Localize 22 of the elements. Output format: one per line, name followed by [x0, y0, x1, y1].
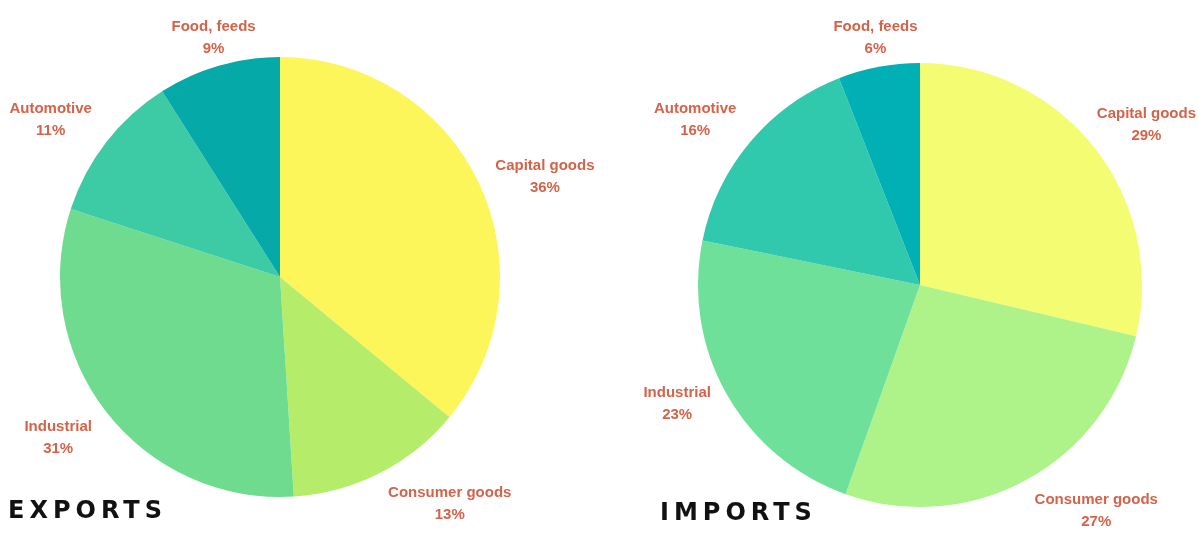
data-label: 6% — [864, 39, 887, 57]
data-label: 23% — [662, 404, 693, 422]
slice-label: Food, feeds — [171, 16, 256, 34]
slice-label: Capital goods — [1096, 104, 1196, 122]
slice-label: Industrial — [643, 382, 711, 400]
data-label: 31% — [43, 439, 74, 457]
slice-label: Industrial — [24, 417, 92, 435]
data-label: 36% — [529, 177, 560, 195]
text: IMPORTS — [660, 498, 817, 526]
slice-label: Capital goods — [495, 155, 595, 173]
slice-label: Automotive — [653, 98, 737, 116]
slice-label: Automotive — [9, 99, 92, 117]
text: EXPORTS — [8, 496, 167, 524]
data-label: 29% — [1131, 126, 1162, 144]
slice-label: Consumer goods — [1034, 490, 1158, 508]
data-label: 9% — [202, 38, 225, 56]
data-label: 11% — [36, 121, 66, 139]
data-label: 13% — [434, 505, 465, 523]
data-label: 27% — [1081, 512, 1112, 530]
data-label: 16% — [680, 120, 711, 138]
slice-label: Consumer goods — [388, 483, 512, 501]
slice-label: Food, feeds — [833, 17, 918, 35]
